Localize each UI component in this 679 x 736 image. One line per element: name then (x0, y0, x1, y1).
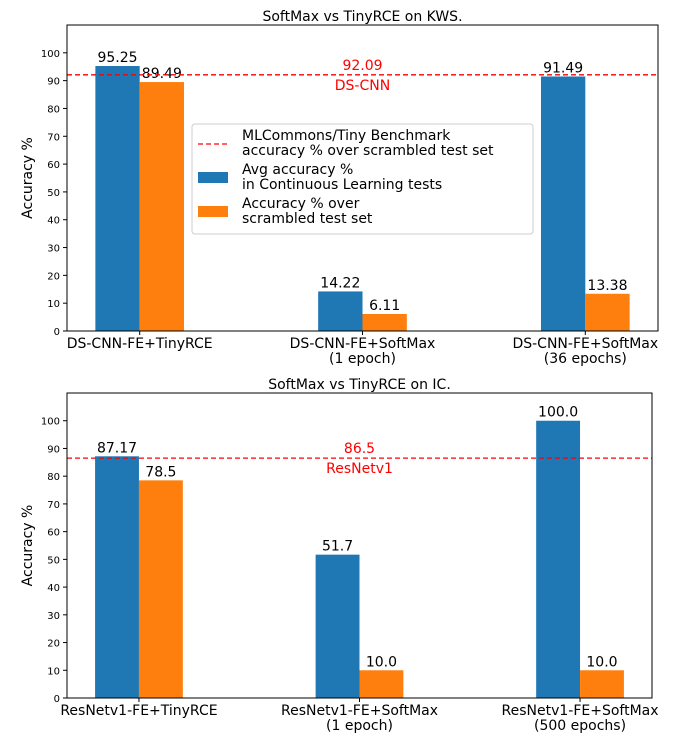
legend-label: Accuracy % over scrambled test set (242, 196, 373, 227)
bar-orange (359, 670, 404, 698)
y-axis-label: Accuracy % (20, 505, 36, 587)
bar-value-label: 78.5 (145, 464, 176, 480)
y-tick-label: 30 (47, 244, 60, 255)
bar-value-label: 87.17 (97, 440, 137, 456)
legend: MLCommons/Tiny Benchmark accuracy % over … (191, 123, 534, 235)
y-tick-label: 60 (47, 160, 60, 171)
y-tick-label: 10 (47, 666, 60, 677)
bar-orange (139, 82, 185, 332)
y-tick-label: 60 (47, 528, 60, 539)
bar-value-label: 14.22 (320, 275, 360, 291)
bar-value-label: 6.11 (369, 298, 400, 314)
bar-blue (318, 291, 363, 331)
legend-label: MLCommons/Tiny Benchmark accuracy % over … (242, 128, 494, 159)
bar-orange (585, 293, 630, 331)
y-tick-label: 80 (47, 472, 60, 483)
plot-frame (66, 24, 659, 332)
x-tick-label: (1 epoch) (326, 718, 393, 734)
y-tick-label: 70 (47, 500, 60, 511)
x-tick-label: (500 epochs) (534, 718, 626, 734)
bar-blue (95, 66, 140, 332)
reference-value-label: 86.5 (344, 441, 375, 457)
bar-orange (362, 314, 407, 331)
chart-panel-1: SoftMax vs TinyRCE on KWS. Accuracy % 0 10 2… (20, 9, 659, 367)
bar-value-label: 10.0 (366, 654, 397, 670)
y-tick-label: 50 (47, 555, 60, 566)
y-tick-label: 90 (47, 77, 60, 88)
bar-blue (95, 456, 139, 698)
x-tick-label: DS-CNN-FE+TinyRCE (67, 336, 213, 352)
chart-panel-2: SoftMax vs TinyRCE on IC. Accuracy % 0 10 20… (20, 377, 659, 734)
y-tick-label: 0 (54, 327, 60, 338)
legend-label-line: MLCommons/Tiny Benchmark (242, 128, 451, 144)
y-tick-label: 40 (47, 216, 60, 227)
bar-blue (536, 420, 581, 698)
legend-swatch (198, 206, 228, 217)
y-tick-label: 70 (47, 132, 60, 143)
bar-value-label: 10.0 (586, 654, 617, 670)
plot-frame (66, 392, 653, 699)
chart-title: SoftMax vs TinyRCE on IC. (268, 377, 451, 393)
bar-value-label: 100.0 (538, 405, 578, 421)
x-tick-label: (1 epoch) (329, 351, 396, 367)
legend-label: Avg accuracy % in Continuous Learning tes… (242, 162, 442, 193)
bar-value-label: 13.38 (587, 278, 627, 294)
x-tick-label: ResNetv1-FE+SoftMax (281, 703, 438, 719)
bar-orange (138, 480, 183, 698)
bar-value-label: 51.7 (322, 539, 353, 555)
legend-label-line: Avg accuracy % (242, 162, 353, 178)
legend-label-line: accuracy % over scrambled test set (242, 143, 494, 159)
reference-name-label: DS-CNN (335, 78, 390, 94)
bar-value-label: 95.25 (97, 50, 137, 66)
y-tick-label: 90 (47, 444, 60, 455)
x-tick-label: ResNetv1-FE+SoftMax (502, 703, 659, 719)
reference-value-label: 92.09 (342, 58, 382, 74)
bar-value-label: 91.49 (543, 60, 583, 76)
y-tick-label: 100 (41, 417, 60, 428)
chart-title: SoftMax vs TinyRCE on KWS. (262, 9, 462, 25)
y-tick-label: 10 (47, 299, 60, 310)
x-tick-label: DS-CNN-FE+SoftMax (512, 336, 658, 352)
legend-label-line: Accuracy % over (242, 196, 360, 212)
y-tick-label: 0 (54, 694, 60, 705)
y-tick-label: 20 (47, 639, 60, 650)
bar-orange (580, 670, 624, 698)
y-tick-label: 80 (47, 104, 60, 115)
y-tick-label: 100 (41, 49, 60, 60)
x-tick-label: ResNetv1-FE+TinyRCE (60, 703, 217, 719)
y-axis-label: Accuracy % (20, 137, 36, 219)
y-tick-label: 20 (47, 271, 60, 282)
y-tick-label: 30 (47, 611, 60, 622)
legend-swatch (198, 172, 228, 183)
bar-value-label: 89.49 (142, 66, 182, 82)
y-tick-label: 50 (47, 188, 60, 199)
legend-label-line: in Continuous Learning tests (242, 177, 442, 193)
x-tick-label: DS-CNN-FE+SoftMax (290, 336, 436, 352)
bar-blue (540, 76, 586, 331)
x-tick-label: (36 epochs) (544, 351, 627, 367)
reference-name-label: ResNetv1 (326, 461, 393, 477)
y-tick-label: 40 (47, 583, 60, 594)
legend-label-line: scrambled test set (242, 211, 373, 227)
legend-box (191, 123, 534, 235)
bar-blue (315, 554, 360, 698)
